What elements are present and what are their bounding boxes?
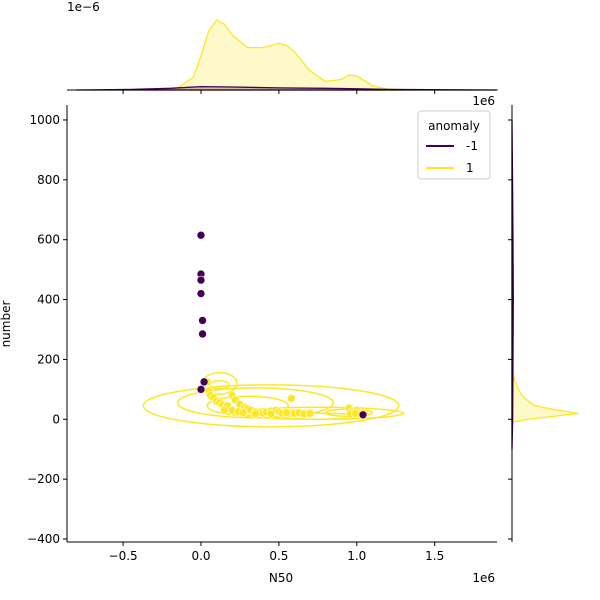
x-tick-label: 0.5 <box>269 549 288 563</box>
main-plot: −0.5 0.0 0.5 1.0 1.5 −400 −200 0 200 400 600 800 10… <box>0 94 497 585</box>
x-tick-label: 1.5 <box>425 549 444 563</box>
point-anomaly-pos <box>238 408 248 417</box>
kde-contour <box>206 395 289 417</box>
y-axis-label: number <box>0 301 13 348</box>
y-tick-label: 0 <box>52 412 60 426</box>
kde-contour <box>209 379 230 390</box>
point-anomaly-neg <box>196 230 206 240</box>
x-axis-label: N50 <box>269 571 293 585</box>
top-marginal-kde-pos <box>153 19 405 91</box>
point-anomaly-pos <box>350 408 360 418</box>
top-marginal: 1e−6 <box>67 0 498 94</box>
y-tick-label: −200 <box>27 472 60 486</box>
legend-entry-label: -1 <box>466 139 478 153</box>
y-tick-label: 400 <box>37 293 60 307</box>
point-anomaly-pos <box>251 409 260 419</box>
x-tick-label: 0.0 <box>191 549 210 563</box>
legend-title: anomaly <box>428 119 480 133</box>
x-offset-label: 1e6 <box>472 571 495 585</box>
point-anomaly-neg <box>358 410 368 420</box>
x-tick-label: −0.5 <box>109 549 138 563</box>
x-tick-label: 1.0 <box>347 549 366 563</box>
point-anomaly-neg <box>196 289 206 298</box>
legend: anomaly -1 1 <box>417 110 491 180</box>
point-anomaly-pos <box>266 409 276 419</box>
y-tick-label: 200 <box>37 352 60 366</box>
y-tick-label: 1000 <box>29 113 60 127</box>
point-anomaly-neg <box>198 329 207 339</box>
top-marginal-offset-label: 1e−6 <box>67 0 100 14</box>
point-anomaly-neg <box>196 275 206 285</box>
point-anomaly-pos <box>220 406 229 415</box>
right-marginal-kde-pos <box>511 370 579 423</box>
point-anomaly-pos <box>287 394 296 403</box>
point-anomaly-neg <box>196 385 206 394</box>
y-tick-label: −400 <box>27 532 60 546</box>
point-anomaly-pos <box>282 408 291 417</box>
y-offset-label: 1e6 <box>472 94 495 108</box>
point-anomaly-pos <box>305 408 315 418</box>
point-anomaly-neg <box>199 377 209 387</box>
legend-entry-label: 1 <box>466 161 474 175</box>
point-anomaly-neg <box>198 316 207 325</box>
y-tick-label: 800 <box>37 173 60 187</box>
y-tick-label: 600 <box>37 233 60 247</box>
right-marginal <box>508 105 579 542</box>
kde-contour <box>142 384 400 428</box>
